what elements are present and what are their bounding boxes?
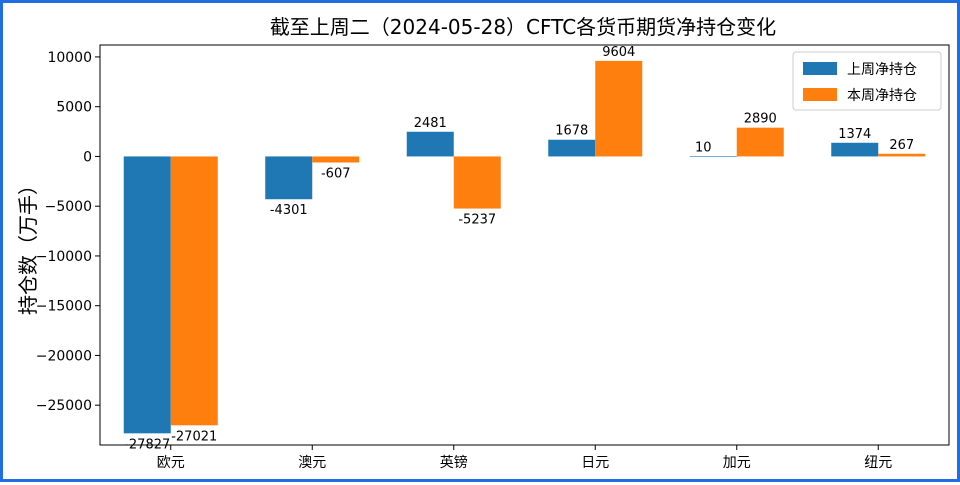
chart-title: 截至上周二（2024-05-28）CFTC各货币期货净持仓变化: [270, 15, 776, 39]
bar-last-week-2: [265, 156, 313, 200]
x-tick-label: 欧元: [157, 455, 185, 471]
bar-this-week-3: [453, 156, 501, 209]
legend-label-1: 上周净持仓: [847, 62, 917, 78]
bar-this-week-6: [878, 153, 926, 157]
y-tick-label: −15000: [36, 299, 92, 315]
bar-chart: 截至上周二（2024-05-28）CFTC各货币期货净持仓变化 持仓数（万手） …: [16, 15, 950, 471]
data-label-last-week-4: 1678: [555, 124, 588, 139]
data-label-last-week-6: 1374: [838, 127, 871, 142]
bar-this-week-5: [736, 127, 784, 157]
data-label-last-week-5: 10: [695, 140, 712, 155]
x-tick-label: 澳元: [298, 455, 326, 471]
bar-last-week-4: [548, 139, 596, 157]
bar-last-week-3: [406, 131, 454, 157]
bar-last-week-1: [123, 156, 171, 434]
y-axis-label: 持仓数（万手）: [16, 175, 40, 315]
data-label-this-week-3: -5237: [458, 213, 496, 228]
y-tick-label: 10000: [47, 50, 92, 66]
data-label-this-week-6: 267: [889, 138, 914, 153]
data-label-last-week-3: 2481: [414, 116, 447, 131]
plot-frame: [99, 44, 950, 446]
data-label-this-week-2: -607: [321, 166, 351, 181]
data-label-this-week-5: 2890: [744, 112, 777, 127]
y-tick-label: −20000: [36, 348, 92, 364]
y-tick-label: −5000: [45, 199, 92, 215]
y-tick-label: 5000: [56, 100, 92, 116]
y-tick-label: 0: [83, 149, 92, 165]
bar-this-week-1: [170, 156, 218, 426]
x-tick-label: 加元: [723, 455, 751, 471]
bar-last-week-6: [831, 142, 879, 157]
legend-swatch-2: [803, 88, 837, 101]
x-tick-label: 纽元: [864, 455, 892, 471]
bar-this-week-2: [312, 156, 360, 163]
y-tick-label: −10000: [36, 249, 92, 265]
data-label-last-week-2: -4301: [270, 203, 308, 218]
x-tick-label: 英镑: [440, 454, 468, 471]
legend-swatch-1: [803, 62, 837, 75]
data-label-this-week-4: 9604: [602, 45, 635, 60]
legend-label-2: 本周净持仓: [847, 88, 917, 104]
x-tick-label: 日元: [581, 455, 609, 471]
plot-area: -27827-27021欧元-4301-607澳元2481-5237英镑1678…: [36, 44, 950, 471]
bar-this-week-4: [595, 60, 643, 157]
data-label-this-week-1: -27021: [171, 429, 217, 444]
y-tick-label: −25000: [36, 398, 92, 414]
bar-last-week-5: [689, 156, 737, 157]
